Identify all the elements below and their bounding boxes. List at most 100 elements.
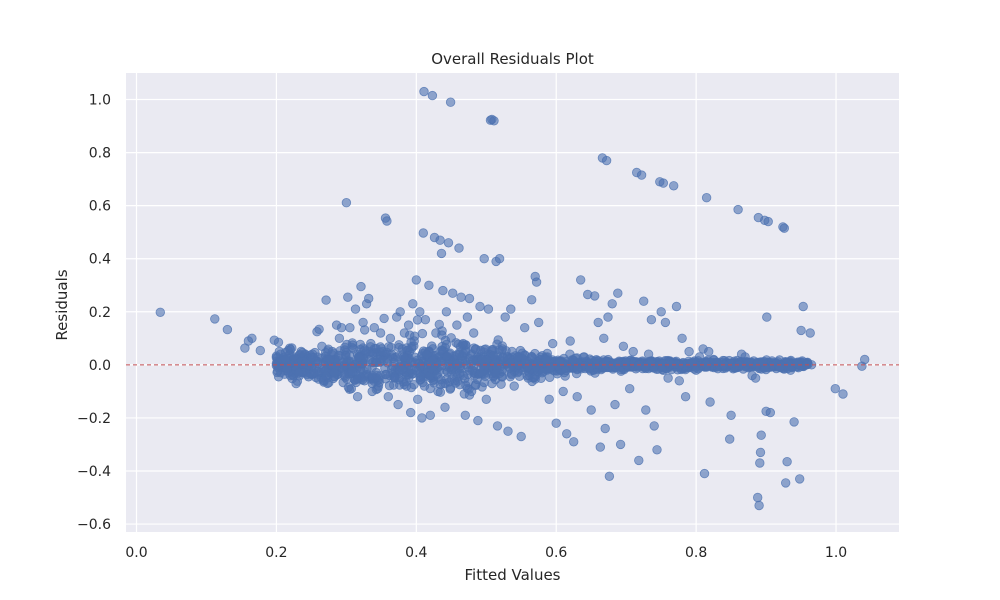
data-point [516, 431, 526, 442]
data-point [408, 299, 418, 309]
data-point [639, 296, 649, 306]
data-point [383, 392, 394, 402]
data-point [367, 386, 377, 397]
data-point [247, 333, 257, 344]
data-point [691, 365, 701, 375]
data-point [346, 384, 357, 394]
data-point [754, 500, 764, 511]
data-point [433, 386, 443, 397]
data-point [572, 364, 583, 374]
data-point [210, 314, 220, 324]
data-point [339, 370, 350, 381]
data-point [411, 275, 422, 285]
data-point [656, 307, 666, 317]
data-point [677, 333, 687, 344]
data-point [509, 381, 519, 391]
data-point [584, 364, 595, 374]
data-point [441, 307, 452, 317]
x-tick-label: 0.8 [685, 545, 707, 561]
data-point [756, 430, 766, 440]
x-tick-label: 0.4 [405, 545, 427, 561]
data-point [425, 410, 436, 421]
data-point [733, 204, 743, 215]
data-point [427, 355, 438, 366]
data-point [763, 216, 773, 227]
data-point [359, 345, 370, 355]
data-point [666, 358, 676, 369]
x-axis-label: Fitted Values [465, 566, 561, 584]
data-point [334, 333, 345, 344]
data-point [345, 323, 355, 333]
data-point [755, 447, 766, 458]
data-point [603, 312, 613, 322]
data-point [297, 347, 308, 358]
data-point [387, 352, 398, 362]
data-point [458, 338, 468, 349]
data-point [329, 368, 340, 378]
data-point [417, 413, 427, 423]
data-point [613, 288, 623, 298]
data-point [601, 155, 612, 166]
data-point [729, 362, 740, 373]
data-point [586, 405, 596, 415]
data-point [343, 292, 353, 302]
data-point [798, 301, 808, 312]
data-point [432, 369, 442, 380]
data-point [701, 192, 712, 203]
data-point [591, 355, 602, 365]
y-axis-label: Residuals [53, 269, 71, 340]
data-point [416, 374, 426, 385]
data-point [694, 352, 705, 362]
data-point [537, 368, 547, 378]
data-point [610, 399, 620, 410]
data-point [500, 312, 510, 322]
data-point [705, 397, 715, 407]
data-point [544, 394, 554, 405]
data-point [704, 346, 714, 357]
data-point [303, 372, 314, 382]
data-point [360, 325, 370, 335]
data-point [497, 344, 508, 354]
data-point [379, 356, 389, 366]
data-point [443, 238, 454, 248]
data-point [526, 351, 537, 362]
data-point [701, 359, 712, 370]
data-point [489, 116, 499, 126]
data-point [435, 235, 445, 245]
data-point [579, 352, 589, 362]
data-point [838, 389, 848, 399]
chart-title: Overall Residuals Plot [431, 50, 594, 68]
data-point [440, 402, 450, 413]
data-point [306, 352, 317, 362]
data-point [412, 315, 423, 325]
data-point [375, 371, 386, 381]
data-point [348, 344, 359, 354]
data-point [442, 351, 452, 361]
data-point [340, 345, 350, 355]
data-point [636, 170, 647, 180]
data-point [565, 336, 575, 346]
data-point [438, 378, 448, 389]
data-point [523, 362, 533, 372]
data-point [641, 405, 651, 415]
data-point [789, 417, 799, 427]
data-point [327, 346, 338, 357]
x-tick-label: 0.2 [265, 545, 287, 561]
data-point [418, 228, 429, 238]
data-point [462, 312, 473, 322]
data-point [454, 243, 464, 253]
data-point [385, 333, 396, 344]
data-point [503, 426, 513, 436]
y-tick-label: 0.2 [89, 305, 111, 321]
data-point [750, 373, 761, 383]
data-point [446, 333, 456, 343]
data-point [460, 410, 471, 421]
data-point [481, 394, 492, 405]
data-point [477, 354, 487, 365]
data-point [625, 384, 635, 394]
data-point [491, 369, 501, 379]
data-point [452, 320, 462, 330]
data-point [456, 292, 466, 302]
data-point [409, 336, 419, 346]
